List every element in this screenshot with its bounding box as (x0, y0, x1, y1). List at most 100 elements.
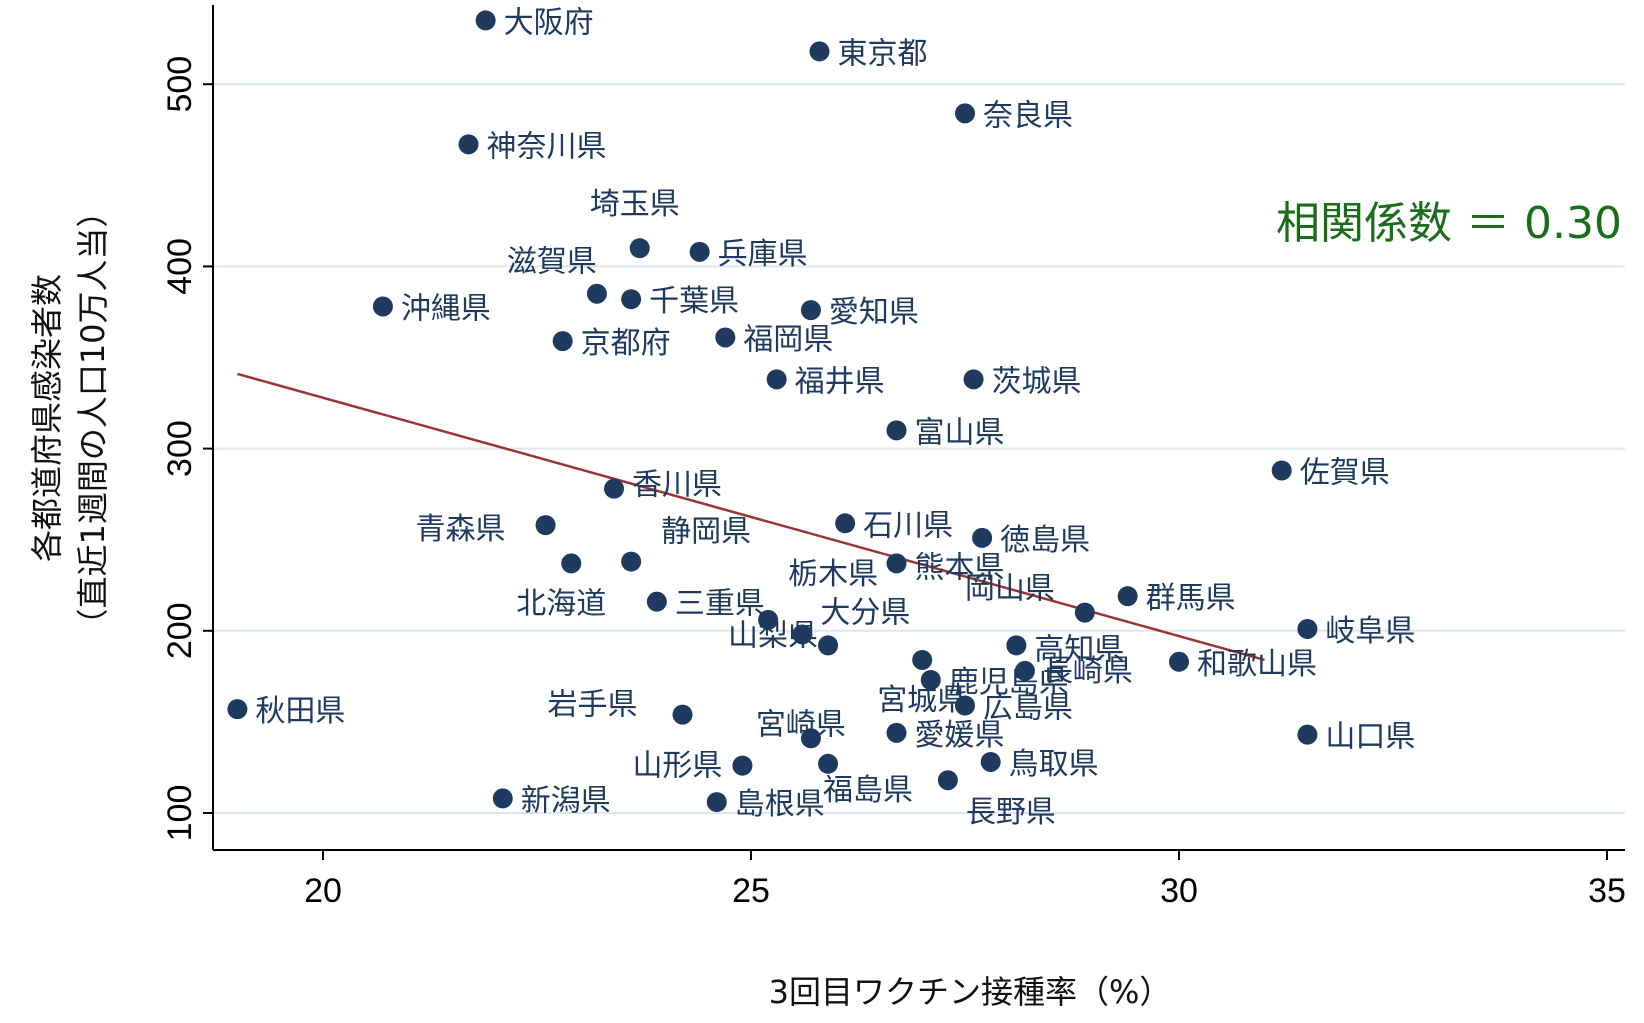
x-axis-title: 3回目ワクチン接種率（%） (769, 973, 1172, 1011)
point-label: 大阪府 (504, 5, 594, 40)
point-label: 和歌山県 (1197, 647, 1317, 682)
data-point (561, 553, 582, 574)
data-point (800, 728, 821, 749)
point-label: 三重県 (675, 587, 765, 622)
y-axis-title-line2: （直近1週間の人口10万人当） (74, 195, 112, 640)
point-label: 沖縄県 (401, 291, 491, 326)
point-label: 兵庫県 (718, 237, 808, 272)
data-point (835, 513, 856, 534)
x-tick-label: 30 (1160, 872, 1198, 910)
data-point (955, 695, 975, 716)
data-point (1297, 724, 1318, 745)
data-point (818, 635, 839, 656)
point-label: 静岡県 (661, 515, 751, 550)
point-label: 福島県 (823, 773, 913, 808)
point-label: 神奈川県 (487, 129, 607, 164)
data-point (758, 609, 779, 630)
data-point (886, 553, 907, 574)
point-label: 茨城県 (992, 364, 1082, 399)
point-label: 佐賀県 (1300, 455, 1390, 490)
y-tick-label-group: 200 (161, 602, 199, 659)
data-point (586, 283, 607, 304)
y-tick-label: 500 (161, 56, 199, 113)
correlation-annotation: 相関係数 ＝ 0.30 (1276, 198, 1622, 249)
data-point (706, 792, 727, 813)
data-point (955, 103, 975, 124)
data-point (689, 241, 710, 262)
data-point (552, 331, 573, 352)
point-label: 青森県 (416, 512, 506, 547)
y-tick-label-group: 100 (161, 785, 199, 842)
point-label: 香川県 (632, 468, 722, 503)
data-point (715, 327, 736, 348)
point-label: 岡山県 (965, 572, 1055, 607)
point-label: 鹿児島県 (949, 665, 1069, 700)
data-point (1074, 602, 1095, 623)
point-label: 京都府 (581, 326, 671, 361)
data-point (621, 551, 642, 572)
point-label: 富山県 (915, 415, 1005, 450)
point-label: 熊本県 (915, 550, 1005, 585)
point-label: 岩手県 (548, 688, 638, 723)
axes (212, 5, 1625, 851)
y-tick-label-group: 400 (161, 238, 199, 295)
point-label: 長野県 (966, 795, 1056, 830)
axis-ticks: 100 200 300 400 500 20 25 30 35 (161, 56, 1626, 910)
x-tick-label: 35 (1588, 872, 1626, 910)
data-point (1297, 618, 1318, 639)
point-label: 奈良県 (983, 98, 1073, 133)
point-label: 島根県 (735, 787, 825, 822)
grid-lines (213, 83, 1625, 814)
data-point (818, 753, 839, 774)
y-tick-label-group: 300 (161, 420, 199, 477)
y-tick-label-group: 500 (161, 56, 199, 113)
data-point (732, 755, 753, 776)
data-point (1271, 460, 1292, 481)
data-point (980, 751, 1001, 772)
data-points (227, 10, 1318, 813)
point-label: 鳥取県 (1009, 747, 1099, 782)
point-label: 栃木県 (788, 557, 878, 592)
data-point (766, 369, 787, 390)
data-point (1014, 660, 1035, 681)
y-tick-label: 300 (161, 420, 199, 477)
point-label: 群馬県 (1146, 581, 1236, 616)
point-label: 山口県 (1325, 720, 1415, 755)
y-axis-title-line1: 各都道府県感染者数 (28, 274, 66, 562)
data-point (1169, 651, 1189, 672)
data-point (672, 704, 693, 725)
point-label: 岐阜県 (1325, 614, 1415, 649)
data-point (886, 722, 907, 743)
point-label: 福岡県 (743, 322, 833, 357)
y-tick-label: 100 (161, 785, 199, 842)
data-point (458, 134, 479, 155)
point-label: 愛媛県 (915, 718, 1005, 753)
data-point (492, 788, 513, 809)
x-tick-label: 20 (304, 872, 342, 910)
point-label: 千葉県 (649, 284, 739, 319)
data-point (629, 238, 650, 259)
point-label: 福井県 (795, 364, 885, 399)
point-label: 新潟県 (521, 783, 611, 818)
data-point (937, 770, 958, 791)
point-label: 徳島県 (1000, 523, 1090, 558)
point-label: 滋賀県 (507, 245, 597, 280)
data-point (475, 10, 496, 31)
data-point (646, 591, 667, 612)
point-label: 秋田県 (255, 694, 345, 729)
data-point (535, 515, 556, 536)
data-point (920, 669, 941, 690)
data-point (912, 649, 933, 670)
data-point (886, 420, 907, 441)
data-point (792, 624, 813, 645)
x-tick-label: 25 (732, 872, 770, 910)
data-point (621, 289, 642, 310)
data-point (372, 296, 393, 317)
point-label: 大分県 (820, 595, 910, 630)
point-label: 宮城県 (877, 683, 967, 718)
point-label: 東京都 (837, 36, 927, 71)
point-label: 石川県 (863, 508, 953, 543)
data-point (227, 699, 248, 720)
